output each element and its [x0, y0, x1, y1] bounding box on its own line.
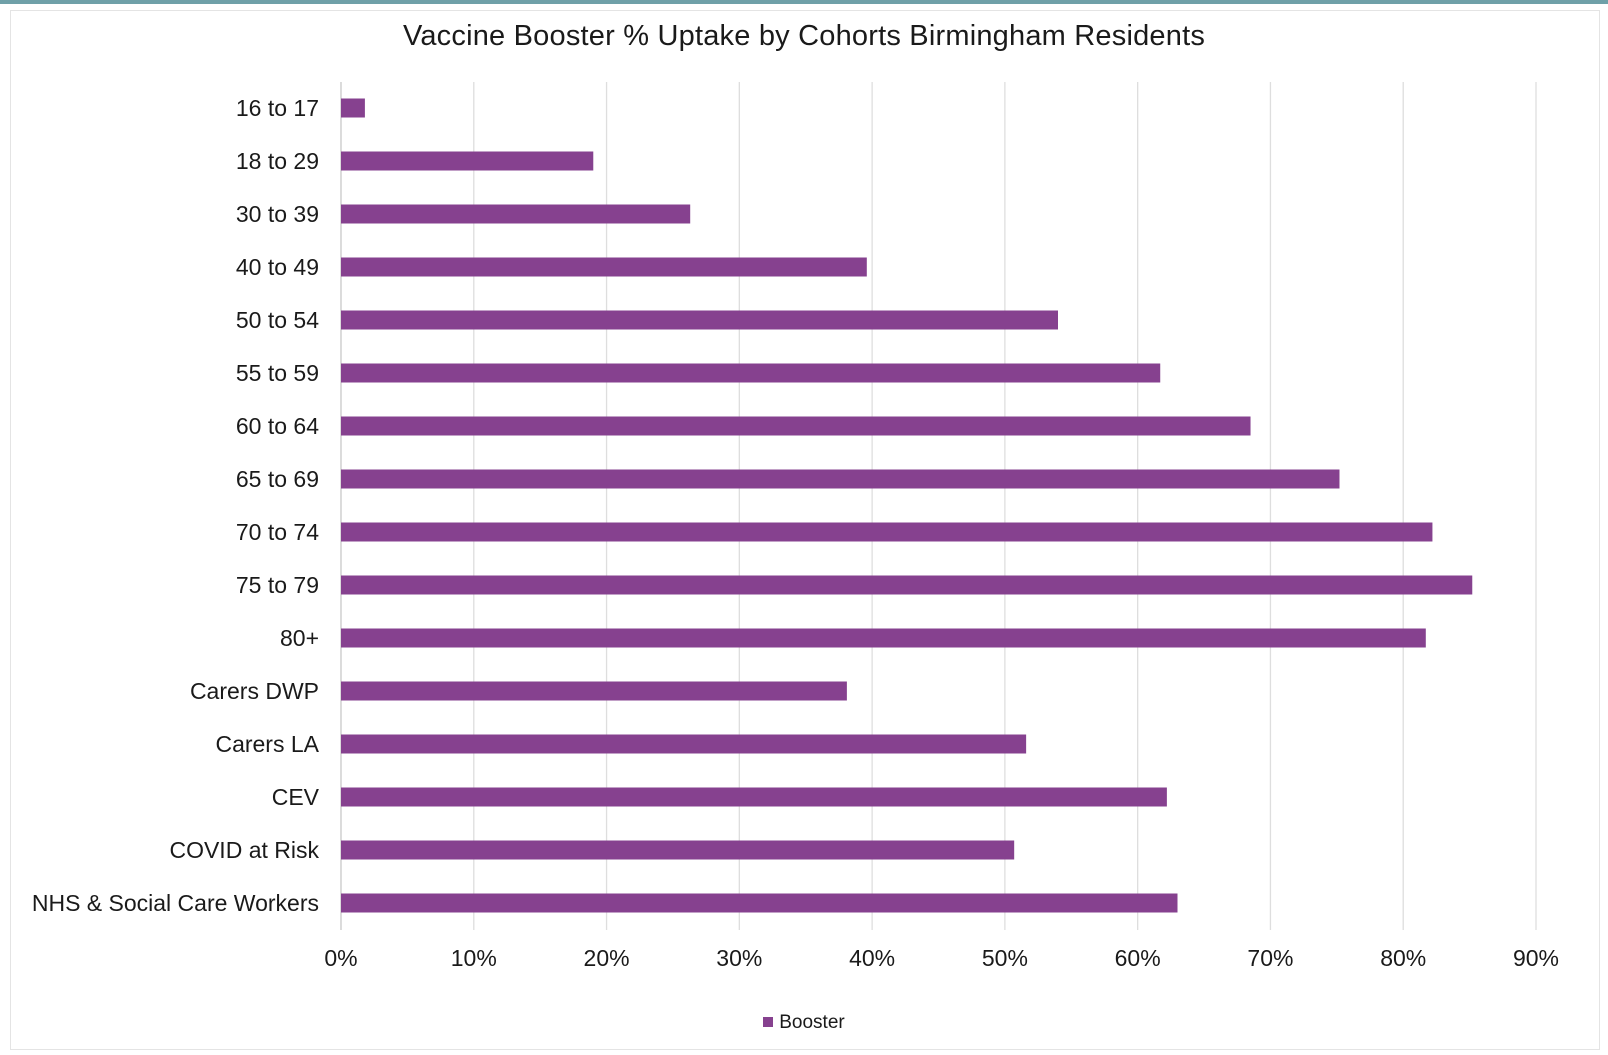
bar — [341, 99, 365, 118]
category-label: Carers DWP — [190, 678, 319, 704]
category-label: 16 to 17 — [236, 95, 319, 121]
category-label: 70 to 74 — [236, 519, 319, 545]
x-tick-label: 60% — [1115, 945, 1161, 971]
x-tick-label: 90% — [1513, 945, 1559, 971]
category-label: 18 to 29 — [236, 148, 319, 174]
bar — [341, 152, 593, 171]
category-labels: 16 to 17 18 to 29 30 to 39 40 to 49 50 to 54… — [32, 95, 320, 916]
bar — [341, 470, 1339, 489]
x-tick-label: 40% — [849, 945, 895, 971]
category-label: 60 to 64 — [236, 413, 319, 439]
category-label: 50 to 54 — [236, 307, 319, 333]
legend-label: Booster — [779, 1012, 844, 1033]
category-label: NHS & Social Care Workers — [32, 890, 319, 916]
category-label: Carers LA — [215, 731, 319, 757]
category-label: 55 to 59 — [236, 360, 319, 386]
bar — [341, 523, 1432, 542]
category-label: 30 to 39 — [236, 201, 319, 227]
bar — [341, 205, 690, 224]
bars — [341, 99, 1472, 913]
bar — [341, 364, 1160, 383]
category-label: COVID at Risk — [169, 837, 319, 863]
x-tick-label: 80% — [1380, 945, 1426, 971]
x-tick-label: 0% — [324, 945, 357, 971]
category-label: CEV — [272, 784, 320, 810]
legend: Booster — [0, 1012, 1608, 1034]
bar — [341, 576, 1472, 595]
category-label: 80+ — [280, 625, 319, 651]
legend-swatch — [763, 1017, 773, 1027]
bar — [341, 735, 1026, 754]
category-label: 65 to 69 — [236, 466, 319, 492]
category-label: 75 to 79 — [236, 572, 319, 598]
bar — [341, 788, 1167, 807]
category-label: 40 to 49 — [236, 254, 319, 280]
bar — [341, 417, 1251, 436]
x-tick-label: 70% — [1247, 945, 1293, 971]
x-axis-ticks: 0% 10% 20% 30% 40% 50% 60% 70% 80% 90% — [324, 945, 1559, 971]
x-tick-label: 20% — [584, 945, 630, 971]
x-tick-label: 30% — [716, 945, 762, 971]
bar — [341, 841, 1014, 860]
x-tick-label: 50% — [982, 945, 1028, 971]
bar — [341, 894, 1178, 913]
bar — [341, 629, 1426, 648]
bar — [341, 682, 847, 701]
bar — [341, 311, 1058, 330]
x-tick-label: 10% — [451, 945, 497, 971]
bar — [341, 258, 867, 277]
